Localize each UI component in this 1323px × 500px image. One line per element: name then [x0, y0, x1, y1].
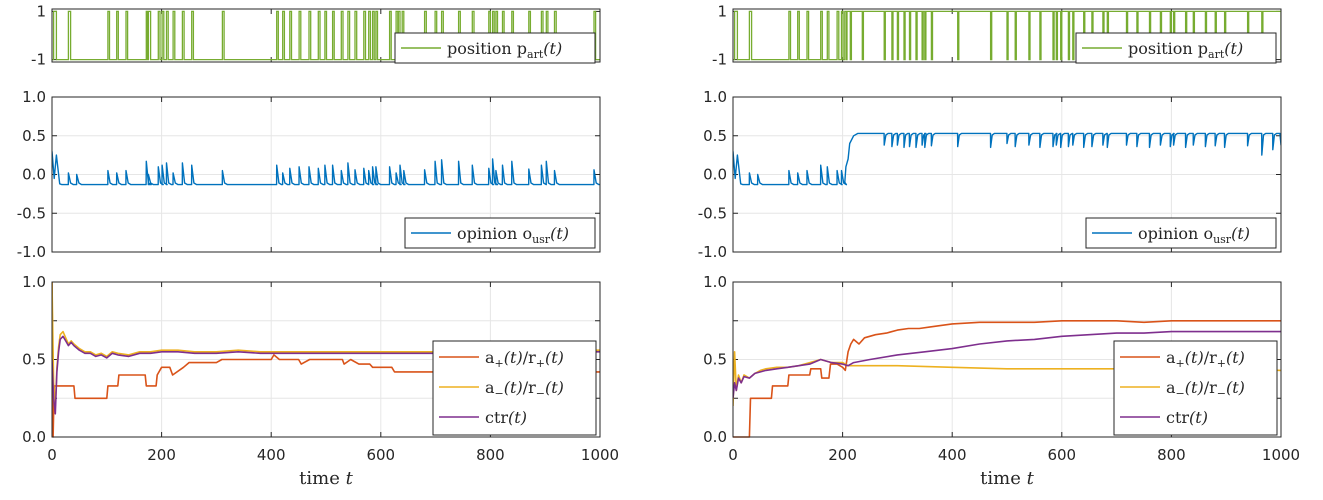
right-ratios-line-2	[733, 330, 1281, 399]
left-position-legend: position part(t)	[394, 32, 596, 64]
right-ratios-xtick-label: 400	[938, 446, 967, 464]
right-ratios-line-0	[733, 320, 1281, 438]
right-position-legend: position part(t)	[1075, 32, 1277, 64]
left-ratios-xtick-label: 0	[47, 446, 57, 464]
right-position-legend-box	[1075, 32, 1277, 64]
left-ratios-xtick-label: 200	[147, 446, 176, 464]
right-opinion-ytick-label: 1.0	[703, 88, 727, 106]
left-opinion-legend: opinion ousr(t)	[404, 217, 596, 249]
right-position-ytick-label: -1	[712, 51, 727, 69]
left-ratios-ytick-label: 0.0	[22, 428, 46, 446]
left-ratios-xtick-label: 400	[257, 446, 286, 464]
right-ratios-xtick-label: 1000	[1262, 446, 1300, 464]
right-opinion-legend-label: opinion ousr(t)	[1138, 224, 1250, 246]
left-ratios-box	[51, 281, 601, 438]
right-ratios-xtick-label: 600	[1047, 446, 1076, 464]
right-ratios-xlabel: time t	[980, 468, 1034, 489]
right-position-box	[732, 8, 1282, 63]
left-ratios-legend-label-plus: a+(t)/r+(t)	[485, 348, 564, 370]
right-ratios-ytick-label: 0.5	[703, 351, 727, 369]
right-ratios-legend: a+(t)/r+(t) a−(t)/r−(t) ctr(t)	[1113, 340, 1278, 436]
right-ratios-legend-label-plus: a+(t)/r+(t)	[1166, 348, 1245, 370]
left-position-box	[51, 8, 601, 63]
left-ratios-legend: a+(t)/r+(t) a−(t)/r−(t) ctr(t)	[432, 340, 597, 436]
left-opinion-box	[51, 96, 601, 253]
left-opinion-ytick-label: -0.5	[17, 204, 46, 222]
left-opinion-legend-label: opinion ousr(t)	[457, 224, 569, 246]
right-opinion-ytick-label: 0.0	[703, 166, 727, 184]
right-position-legend-label: position part(t)	[1128, 39, 1243, 61]
left-position-legend-label: position part(t)	[447, 39, 562, 61]
left-ratios-xtick-label: 600	[366, 446, 395, 464]
right-opinion-box	[732, 96, 1282, 253]
left-opinion-line	[52, 151, 600, 186]
right-ratios-ytick-label: 1.0	[703, 273, 727, 291]
left-opinion-ytick-label: 0.0	[22, 166, 46, 184]
right-position-ytick-label: 1	[717, 2, 727, 20]
right-ratios-ytick-label: 0.0	[703, 428, 727, 446]
right-opinion-ytick-label: -1.0	[698, 243, 727, 261]
right-opinion-legend: opinion ousr(t)	[1085, 217, 1277, 249]
left-ratios-ytick-label: 0.5	[22, 351, 46, 369]
left-ratios-xlabel: time t	[299, 468, 353, 489]
left-position-ytick-label: 1	[36, 2, 46, 20]
left-ratios-xtick-label: 1000	[581, 446, 619, 464]
left-ratios-xtick-label: 800	[476, 446, 505, 464]
right-opinion-ytick-label: 0.5	[703, 127, 727, 145]
left-ratios-legend-label-ctr: ctr(t)	[485, 408, 527, 427]
right-ratios-box	[732, 281, 1282, 438]
left-opinion-ytick-label: 0.5	[22, 127, 46, 145]
right-ratios-legend-label-minus: a−(t)/r−(t)	[1166, 378, 1245, 400]
left-opinion-ytick-label: 1.0	[22, 88, 46, 106]
right-opinion-line	[733, 132, 1281, 186]
left-ratios-ytick-label: 1.0	[22, 273, 46, 291]
left-ratios-legend-label-minus: a−(t)/r−(t)	[485, 378, 564, 400]
right-ratios-xtick-label: 800	[1157, 446, 1186, 464]
left-position-ytick-label: -1	[31, 51, 46, 69]
right-ratios-xtick-label: 0	[728, 446, 738, 464]
right-ratios-xtick-label: 200	[828, 446, 857, 464]
right-opinion-ytick-label: -0.5	[698, 204, 727, 222]
left-opinion-ytick-label: -1.0	[17, 243, 46, 261]
right-ratios-legend-label-ctr: ctr(t)	[1166, 408, 1208, 427]
